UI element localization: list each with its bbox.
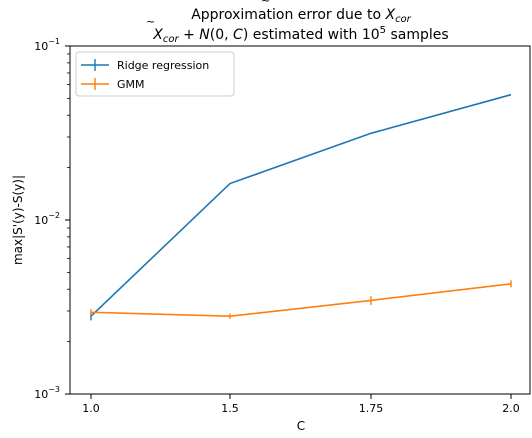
series-line bbox=[91, 95, 511, 317]
series-1 bbox=[91, 280, 511, 319]
x-axis-label: C bbox=[297, 419, 305, 433]
y-tick-label: 10−1 bbox=[34, 37, 60, 53]
y-tick-label: 10−2 bbox=[34, 211, 60, 227]
y-axis-ticks: 10−1 10−2 10−3 bbox=[34, 37, 70, 401]
chart-title-samples-word: samples bbox=[386, 27, 449, 43]
x-tick-label: 1.5 bbox=[221, 402, 239, 415]
x-tick-label: 2.0 bbox=[502, 402, 520, 415]
chart-title-line-2: Xcor + N(0, C) estimated with 105 sample… bbox=[152, 25, 448, 45]
y-tick-label: 10−3 bbox=[34, 385, 60, 401]
legend-label: GMM bbox=[117, 78, 145, 91]
x-axis-ticks: 1.0 1.5 1.75 2.0 bbox=[82, 394, 520, 415]
chart-title-prefix: Approximation error due to bbox=[191, 7, 385, 23]
x-tick-label: 1.75 bbox=[359, 402, 384, 415]
chart-title-line-1: Approximation error due to Xcor bbox=[191, 7, 411, 25]
tilde-mark-1: ~ bbox=[261, 0, 270, 7]
legend: Ridge regression GMM bbox=[76, 52, 234, 96]
series-0 bbox=[91, 95, 511, 321]
series-layer bbox=[91, 95, 511, 321]
chart-title-samples-base: 10 bbox=[362, 27, 380, 43]
tilde-mark-2: ~ bbox=[146, 15, 155, 28]
plot-frame bbox=[70, 46, 530, 394]
x-tick-label: 1.0 bbox=[82, 402, 100, 415]
legend-label: Ridge regression bbox=[117, 59, 209, 72]
series-line bbox=[91, 284, 511, 316]
chart-title-estimated: estimated with bbox=[248, 27, 362, 43]
y-axis-label: max|S'(y)-S(y)| bbox=[11, 175, 25, 265]
